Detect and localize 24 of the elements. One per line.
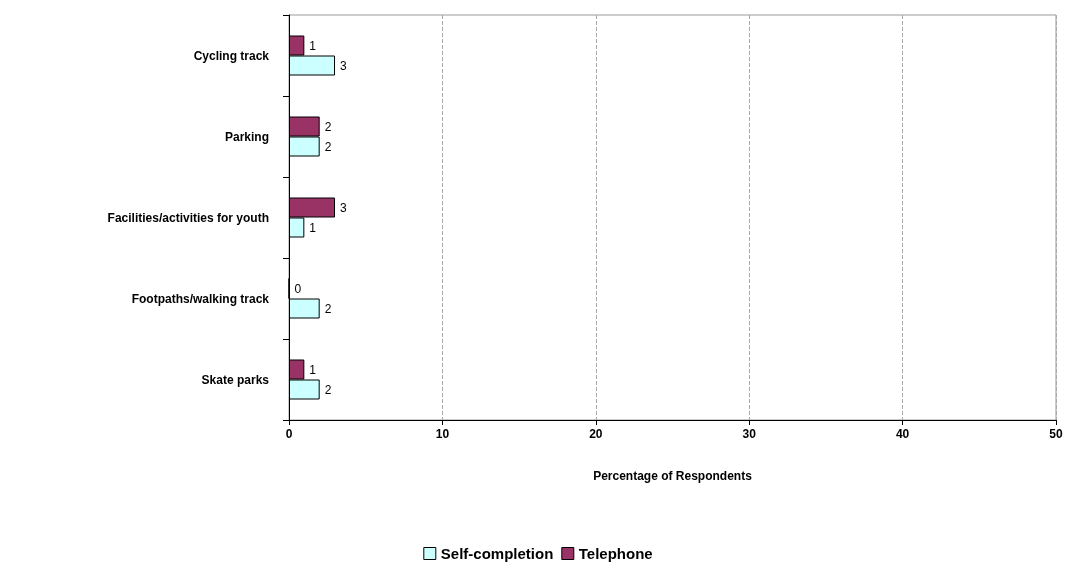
x-tick-label: 20 bbox=[589, 427, 603, 441]
data-label: 0 bbox=[294, 281, 302, 296]
x-tick-label: 50 bbox=[1049, 427, 1063, 441]
data-label: 3 bbox=[340, 200, 348, 215]
y-tick-label: Parking bbox=[224, 129, 269, 144]
data-label: 2 bbox=[324, 382, 332, 397]
data-label: 2 bbox=[324, 119, 332, 134]
x-axis-title: Percentage of Respondents bbox=[593, 469, 753, 483]
x-tick-label: 30 bbox=[742, 427, 757, 441]
x-tick-label: 10 bbox=[435, 427, 450, 441]
data-label: 1 bbox=[309, 38, 317, 53]
y-tick-label: Cycling track bbox=[193, 48, 270, 63]
data-label: 1 bbox=[309, 362, 317, 377]
data-label: 1 bbox=[309, 220, 317, 235]
y-tick-label: Skate parks bbox=[201, 372, 270, 387]
x-tick-label: 0 bbox=[285, 427, 293, 441]
y-tick-label: Footpaths/walking track bbox=[131, 291, 270, 306]
y-tick-label: Facilities/activities for youth bbox=[107, 210, 269, 225]
legend-label: Self-completion bbox=[440, 545, 554, 562]
legend-label: Telephone bbox=[578, 545, 653, 562]
data-label: 3 bbox=[340, 58, 348, 73]
data-label: 2 bbox=[324, 301, 332, 316]
x-tick-label: 40 bbox=[895, 427, 910, 441]
data-label: 2 bbox=[324, 139, 332, 154]
